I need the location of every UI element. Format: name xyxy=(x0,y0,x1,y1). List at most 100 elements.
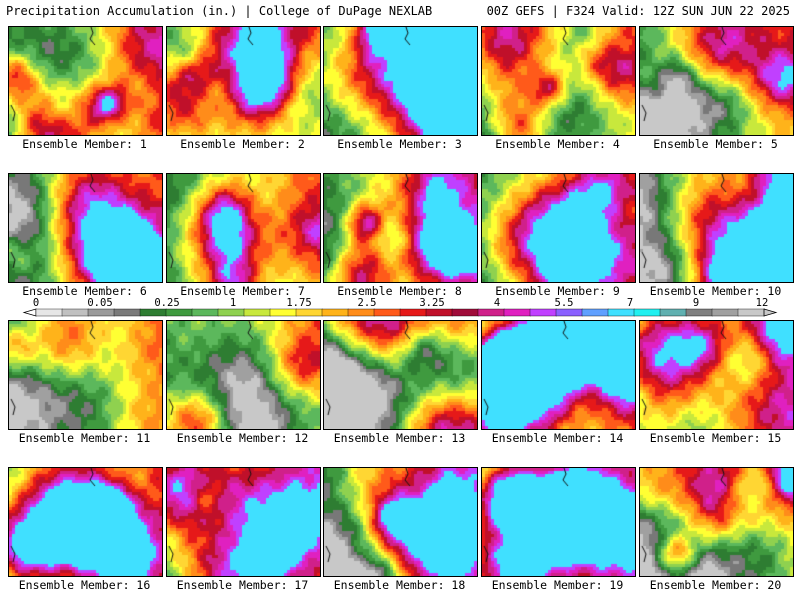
precip-field xyxy=(324,27,477,135)
scale-swatch xyxy=(477,308,505,317)
ensemble-member-map xyxy=(166,467,321,577)
scale-label: 5.5 xyxy=(554,297,574,309)
ensemble-member-map xyxy=(639,173,794,283)
ensemble-member-map xyxy=(481,26,636,136)
member-caption: Ensemble Member: 8 xyxy=(337,284,462,298)
scale-swatch xyxy=(607,308,635,317)
scale-swatch xyxy=(685,308,713,317)
ensemble-member-map xyxy=(481,320,636,430)
scale-label: 0.05 xyxy=(87,297,113,309)
ensemble-member-map xyxy=(323,26,478,136)
scale-swatch xyxy=(113,308,141,317)
precip-field xyxy=(482,321,635,429)
precip-field xyxy=(324,174,477,282)
member-caption: Ensemble Member: 19 xyxy=(491,578,624,592)
scale-swatch xyxy=(347,308,375,317)
precip-field xyxy=(167,174,320,282)
member-caption: Ensemble Member: 6 xyxy=(22,284,147,298)
scale-label: 0.25 xyxy=(154,297,180,309)
scale-swatch xyxy=(737,308,765,317)
member-caption: Ensemble Member: 9 xyxy=(495,284,620,298)
member-caption: Ensemble Member: 14 xyxy=(491,431,624,445)
precip-field xyxy=(482,468,635,576)
precip-color-scale xyxy=(22,308,778,317)
scale-swatch xyxy=(35,308,63,317)
ensemble-member-map xyxy=(639,320,794,430)
ensemble-member-map xyxy=(639,26,794,136)
precip-field xyxy=(482,27,635,135)
member-caption: Ensemble Member: 13 xyxy=(333,431,466,445)
precip-field xyxy=(640,468,793,576)
scale-swatch xyxy=(61,308,89,317)
ensemble-member-map xyxy=(8,173,163,283)
precip-field xyxy=(640,321,793,429)
precip-field xyxy=(324,321,477,429)
member-caption: Ensemble Member: 16 xyxy=(18,578,151,592)
scale-label: 7 xyxy=(626,297,634,309)
ensemble-member-map xyxy=(166,26,321,136)
header-title: Precipitation Accumulation (in.) | Colle… xyxy=(6,4,433,18)
precip-field xyxy=(167,27,320,135)
scale-swatch xyxy=(633,308,661,317)
scale-left-arrow xyxy=(22,308,37,317)
member-caption: Ensemble Member: 7 xyxy=(180,284,305,298)
precip-field xyxy=(167,468,320,576)
scale-swatch xyxy=(243,308,271,317)
scale-swatch xyxy=(581,308,609,317)
scale-swatch xyxy=(399,308,427,317)
scale-label: 0 xyxy=(32,297,40,309)
ensemble-member-map xyxy=(166,173,321,283)
precip-field xyxy=(640,27,793,135)
member-caption: Ensemble Member: 10 xyxy=(649,284,782,298)
precip-field xyxy=(640,174,793,282)
ensemble-member-map xyxy=(481,467,636,577)
precip-field xyxy=(9,174,162,282)
precip-field xyxy=(167,321,320,429)
precip-field xyxy=(9,468,162,576)
scale-swatch xyxy=(555,308,583,317)
scale-swatch xyxy=(269,308,297,317)
scale-swatch xyxy=(451,308,479,317)
scale-label: 1 xyxy=(229,297,237,309)
member-caption: Ensemble Member: 2 xyxy=(180,137,305,151)
ensemble-member-map xyxy=(481,173,636,283)
member-caption: Ensemble Member: 3 xyxy=(337,137,462,151)
precip-field xyxy=(482,174,635,282)
member-caption: Ensemble Member: 11 xyxy=(18,431,151,445)
ensemble-member-map xyxy=(8,320,163,430)
scale-right-arrow xyxy=(763,308,778,317)
member-caption: Ensemble Member: 15 xyxy=(649,431,782,445)
scale-swatch xyxy=(295,308,323,317)
scale-swatch xyxy=(529,308,557,317)
ensemble-member-map xyxy=(8,467,163,577)
scale-label: 3.25 xyxy=(419,297,445,309)
scale-label: 2.5 xyxy=(357,297,377,309)
header-run-info: 00Z GEFS | F324 Valid: 12Z SUN JUN 22 20… xyxy=(486,4,790,18)
scale-swatch xyxy=(503,308,531,317)
ensemble-member-map xyxy=(323,173,478,283)
scale-swatch xyxy=(659,308,687,317)
scale-swatch xyxy=(425,308,453,317)
scale-swatch xyxy=(711,308,739,317)
scale-swatch xyxy=(217,308,245,317)
scale-swatch xyxy=(139,308,167,317)
member-caption: Ensemble Member: 4 xyxy=(495,137,620,151)
member-caption: Ensemble Member: 18 xyxy=(333,578,466,592)
scale-label: 1.75 xyxy=(286,297,312,309)
scale-swatch xyxy=(191,308,219,317)
ensemble-member-map xyxy=(323,467,478,577)
scale-swatch xyxy=(87,308,115,317)
member-caption: Ensemble Member: 5 xyxy=(653,137,778,151)
precip-field xyxy=(9,27,162,135)
member-caption: Ensemble Member: 12 xyxy=(176,431,309,445)
member-caption: Ensemble Member: 1 xyxy=(22,137,147,151)
ensemble-member-map xyxy=(166,320,321,430)
ensemble-member-map xyxy=(8,26,163,136)
precip-field xyxy=(324,468,477,576)
ensemble-member-map xyxy=(323,320,478,430)
scale-swatch xyxy=(165,308,193,317)
member-caption: Ensemble Member: 20 xyxy=(649,578,782,592)
ensemble-member-map xyxy=(639,467,794,577)
scale-label: 12 xyxy=(755,297,769,309)
precip-field xyxy=(9,321,162,429)
